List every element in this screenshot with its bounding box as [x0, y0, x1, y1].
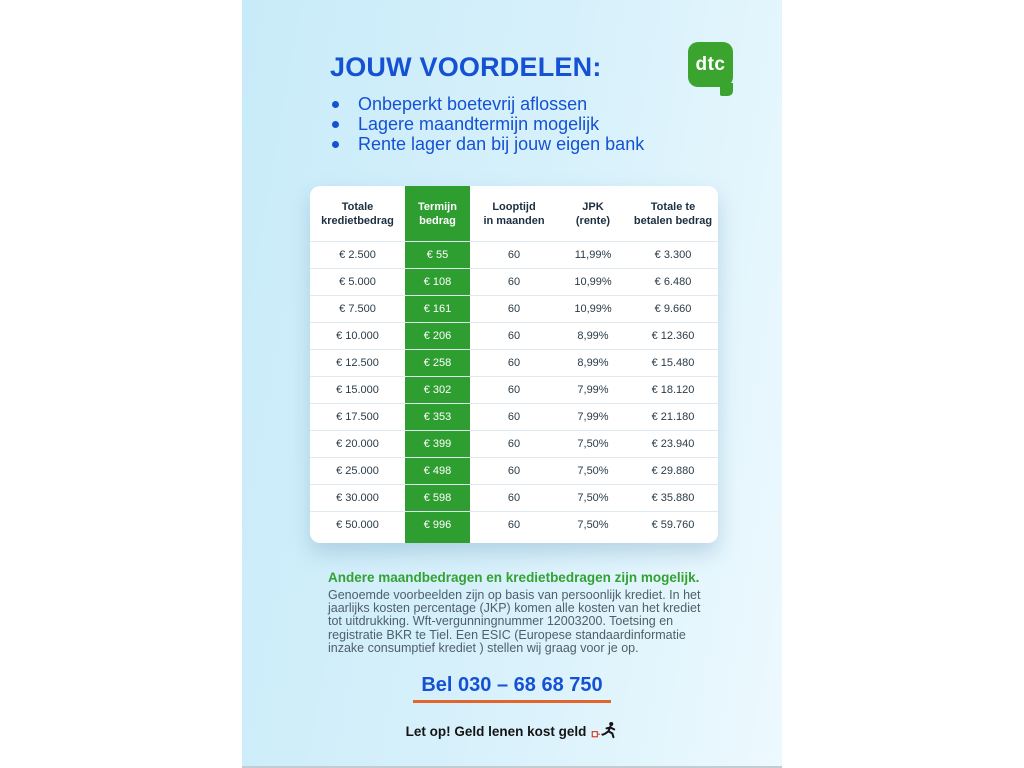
credit-warning-text: Let op! Geld lenen kost geld [405, 724, 587, 739]
table-cell: 11,99% [574, 249, 612, 261]
benefits-list: Onbeperkt boetevrij aflossen Lagere maand… [330, 94, 644, 154]
table-cell: € 10.000 [336, 330, 379, 342]
table-cell: € 498 [423, 465, 452, 477]
table-cell: € 15.000 [336, 384, 379, 396]
table-cell: € 353 [423, 411, 452, 423]
table-cell: 10,99% [574, 303, 612, 315]
page-title: JOUW VOORDELEN: [330, 52, 602, 82]
table-row: € 12.500 € 258 60 8,99% € 15.480 [310, 349, 718, 376]
benefit-text: Rente lager dan bij jouw eigen bank [358, 133, 645, 154]
table-cell: € 29.880 [651, 465, 695, 477]
table-cell: € 6.480 [654, 276, 692, 288]
table-cell: € 17.500 [336, 411, 379, 423]
table-cell: 8,99% [577, 330, 609, 342]
benefit-item: Lagere maandtermijn mogelijk [330, 114, 644, 134]
table-cell: 60 [507, 303, 521, 315]
table-cell: € 108 [423, 276, 452, 288]
table-cell: 60 [507, 519, 521, 531]
table-cell: € 20.000 [336, 438, 379, 450]
table-cell: € 598 [423, 492, 452, 504]
credit-warning: Let op! Geld lenen kost geld [242, 721, 782, 739]
table-cell: € 25.000 [336, 465, 379, 477]
bullet-icon [332, 140, 339, 148]
table-cell: € 9.660 [654, 303, 692, 315]
table-row: € 25.000 € 498 60 7,50% € 29.880 [310, 457, 718, 484]
table-row: € 10.000 € 206 60 8,99% € 12.360 [310, 322, 718, 349]
table-cell: 7,50% [577, 519, 609, 531]
table-cell: € 12.360 [651, 330, 695, 342]
table-cell: € 18.120 [651, 384, 695, 396]
table-cell: € 399 [423, 438, 452, 450]
table-cell: 7,99% [577, 384, 609, 396]
table-cell: 8,99% [577, 357, 609, 369]
table-row: € 30.000 € 598 60 7,50% € 35.880 [310, 484, 718, 511]
table-cell: € 258 [423, 357, 452, 369]
table-cell: € 3.300 [654, 249, 692, 261]
table-cell: 60 [507, 276, 521, 288]
table-cell: € 21.180 [651, 411, 695, 423]
rates-table-card: Totale kredietbedrag Termijn bedrag Looptijd… [310, 186, 718, 543]
table-cell: € 50.000 [336, 519, 379, 531]
column-header: JPK (rente) [575, 200, 611, 227]
table-cell: € 302 [423, 384, 452, 396]
table-cell: € 30.000 [336, 492, 379, 504]
table-header-row: Totale kredietbedrag Termijn bedrag Looptijd… [310, 186, 718, 241]
column-header: Termijn bedrag [418, 200, 457, 227]
money-loan-warning-icon [592, 721, 616, 739]
table-cell: 60 [507, 492, 521, 504]
benefit-item: Rente lager dan bij jouw eigen bank [330, 134, 644, 154]
table-cell: € 12.500 [336, 357, 379, 369]
table-cell: € 5.000 [339, 276, 376, 288]
table-cell: € 7.500 [339, 303, 376, 315]
benefit-text: Onbeperkt boetevrij aflossen [358, 93, 588, 114]
table-cell: 7,50% [577, 492, 609, 504]
bullet-icon [332, 120, 339, 128]
table-cell: € 2.500 [339, 249, 376, 261]
column-header: Looptijd in maanden [483, 200, 545, 227]
benefit-text: Lagere maandtermijn mogelijk [358, 113, 600, 134]
table-body: € 2.500 € 55 60 11,99% € 3.300 € 5.000 € 108 60… [310, 241, 718, 538]
disclaimer-text: Genoemde voorbeelden zijn op basis van p… [328, 588, 701, 655]
table-cell: € 59.760 [651, 519, 695, 531]
table-cell: 60 [507, 438, 521, 450]
table-row: € 7.500 € 161 60 10,99% € 9.660 [310, 295, 718, 322]
table-cell: 7,50% [577, 465, 609, 477]
benefit-item: Onbeperkt boetevrij aflossen [330, 94, 644, 114]
flyer-page: JOUW VOORDELEN: dtc Onbeperkt boetevrij … [242, 0, 782, 768]
table-cell: 60 [507, 357, 521, 369]
table-cell: 60 [507, 411, 521, 423]
table-row: € 17.500 € 353 60 7,99% € 21.180 [310, 403, 718, 430]
phone-row: Bel 030 – 68 68 750 [242, 674, 782, 703]
column-header: Totale kredietbedrag [321, 200, 394, 227]
dtc-logo-text: dtc [695, 53, 726, 75]
dtc-logo: dtc [688, 42, 733, 96]
table-cell: € 161 [423, 303, 452, 315]
table-cell: 7,99% [577, 411, 609, 423]
table-cell: € 15.480 [651, 357, 695, 369]
table-cell: 10,99% [574, 276, 612, 288]
table-cell: 60 [507, 384, 521, 396]
table-row: € 20.000 € 399 60 7,50% € 23.940 [310, 430, 718, 457]
table-cell: € 55 [426, 249, 449, 261]
table-row: € 2.500 € 55 60 11,99% € 3.300 [310, 241, 718, 268]
bullet-icon [332, 100, 339, 108]
column-header: Totale te betalen bedrag [633, 200, 713, 227]
table-row: € 15.000 € 302 60 7,99% € 18.120 [310, 376, 718, 403]
table-cell: € 35.880 [651, 492, 695, 504]
table-cell: 60 [507, 249, 521, 261]
table-cell: 60 [507, 330, 521, 342]
table-cell: 60 [507, 465, 521, 477]
phone-number-link[interactable]: Bel 030 – 68 68 750 [413, 674, 611, 703]
table-row: € 5.000 € 108 60 10,99% € 6.480 [310, 268, 718, 295]
table-cell: € 996 [423, 519, 452, 531]
table-row: € 50.000 € 996 60 7,50% € 59.760 [310, 511, 718, 538]
table-cell: € 206 [423, 330, 452, 342]
highlight-column-background [405, 186, 470, 543]
table-cell: 7,50% [577, 438, 609, 450]
dtc-logo-bubble-tail [720, 83, 733, 96]
footer-heading: Andere maandbedragen en kredietbedragen … [328, 570, 700, 585]
table-cell: € 23.940 [651, 438, 695, 450]
